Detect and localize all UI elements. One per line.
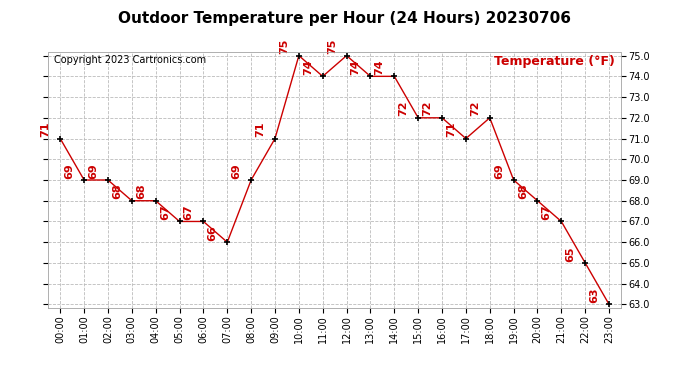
Text: 67: 67 bbox=[542, 204, 551, 220]
Text: 65: 65 bbox=[566, 246, 575, 261]
Text: 71: 71 bbox=[446, 122, 456, 137]
Text: 69: 69 bbox=[88, 163, 98, 178]
Text: 69: 69 bbox=[231, 163, 241, 178]
Text: 68: 68 bbox=[518, 184, 528, 200]
Text: 75: 75 bbox=[279, 39, 289, 54]
Text: 63: 63 bbox=[589, 288, 600, 303]
Text: 75: 75 bbox=[327, 39, 337, 54]
Text: 67: 67 bbox=[160, 204, 170, 220]
Text: 68: 68 bbox=[112, 184, 122, 200]
Text: 72: 72 bbox=[398, 101, 408, 116]
Text: 66: 66 bbox=[208, 225, 217, 241]
Text: 72: 72 bbox=[470, 101, 480, 116]
Text: Temperature (°F): Temperature (°F) bbox=[495, 55, 615, 68]
Text: 72: 72 bbox=[422, 101, 433, 116]
Text: Outdoor Temperature per Hour (24 Hours) 20230706: Outdoor Temperature per Hour (24 Hours) … bbox=[119, 11, 571, 26]
Text: Copyright 2023 Cartronics.com: Copyright 2023 Cartronics.com bbox=[54, 55, 206, 65]
Text: 69: 69 bbox=[64, 163, 75, 178]
Text: 69: 69 bbox=[494, 163, 504, 178]
Text: 71: 71 bbox=[41, 122, 50, 137]
Text: 74: 74 bbox=[303, 59, 313, 75]
Text: 74: 74 bbox=[351, 59, 361, 75]
Text: 68: 68 bbox=[136, 184, 146, 200]
Text: 67: 67 bbox=[184, 204, 194, 220]
Text: 74: 74 bbox=[375, 59, 384, 75]
Text: 71: 71 bbox=[255, 122, 265, 137]
